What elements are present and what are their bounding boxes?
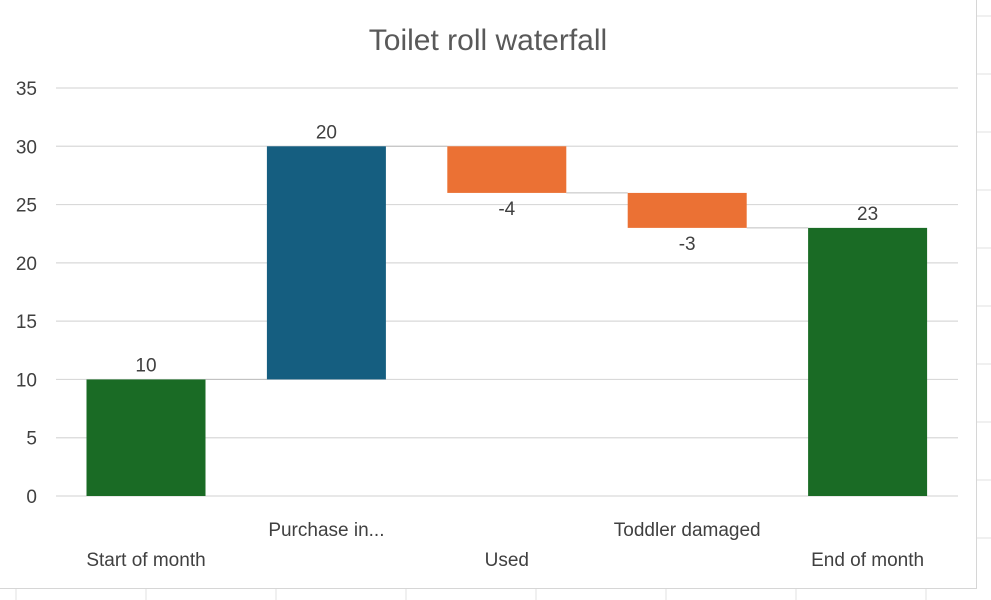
data-label: 20 <box>316 122 337 143</box>
data-label: 23 <box>857 204 878 225</box>
x-category-label: Toddler damaged <box>614 520 761 541</box>
y-tick-label: 35 <box>16 79 37 100</box>
bar-total <box>86 379 206 496</box>
data-labels: 10 20 -4 -3 23 <box>135 122 878 376</box>
bar-total <box>808 227 928 496</box>
y-tick-label: 20 <box>16 254 37 275</box>
chart-title: Toilet roll waterfall <box>369 24 607 57</box>
waterfall-chart: Toilet roll waterfall 0 5 10 15 20 25 30 35 10 2… <box>16 24 958 571</box>
x-category-label: Used <box>485 550 529 571</box>
y-tick-label: 25 <box>16 196 37 217</box>
y-axis-tick-labels: 0 5 10 15 20 25 30 35 <box>16 79 37 508</box>
bar-decrease <box>447 146 567 193</box>
y-tick-label: 15 <box>16 312 37 333</box>
data-label: -3 <box>679 234 696 255</box>
y-tick-label: 30 <box>16 137 37 158</box>
y-tick-label: 0 <box>26 487 37 508</box>
bars <box>86 146 928 496</box>
connector-lines <box>205 145 809 380</box>
x-category-label: Start of month <box>86 550 205 571</box>
bar-increase <box>266 146 386 380</box>
y-tick-label: 5 <box>26 429 37 450</box>
bar-decrease <box>627 192 747 228</box>
chart-area[interactable]: Toilet roll waterfall 0 5 10 15 20 25 30 35 10 2… <box>0 0 977 589</box>
data-label: 10 <box>135 355 156 376</box>
y-tick-label: 10 <box>16 370 37 391</box>
data-label: -4 <box>498 199 515 220</box>
x-axis-category-labels: Start of month Purchase in... Used Toddler … <box>86 520 924 571</box>
x-category-label: Purchase in... <box>268 520 384 541</box>
x-category-label: End of month <box>811 550 924 571</box>
